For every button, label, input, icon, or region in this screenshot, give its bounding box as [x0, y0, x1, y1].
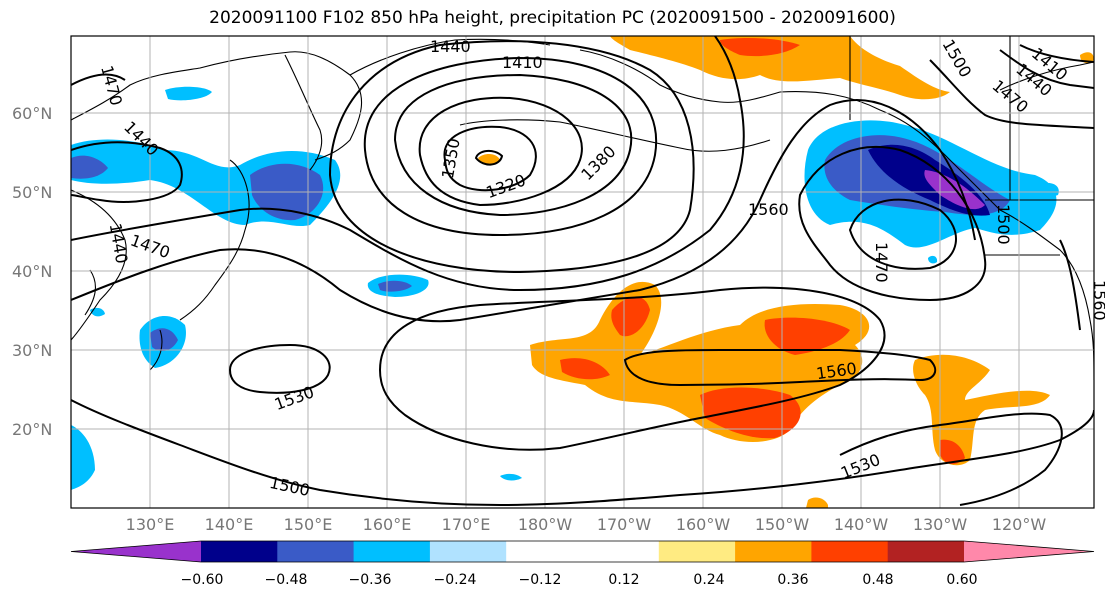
- height-contours: [71, 36, 1094, 507]
- lon-label: 160°W: [675, 515, 731, 534]
- contour-label: 1440: [430, 37, 471, 56]
- colorbar-swatch: [506, 541, 583, 562]
- contour-label: 1500: [994, 204, 1013, 245]
- contour-1320: [443, 125, 537, 192]
- lon-label: 120°W: [991, 515, 1047, 534]
- map-frame: [70, 35, 1095, 509]
- contour-1380: [393, 73, 633, 217]
- contour-label: 1410: [502, 53, 543, 72]
- contour-1500-a: [71, 99, 976, 323]
- contour-1560-a: [798, 146, 987, 302]
- colorbar-swatch: [277, 541, 355, 562]
- colorbar: [70, 540, 1095, 563]
- colorbar-swatch: [201, 541, 278, 562]
- contour-label: 1470: [872, 242, 891, 283]
- colorbar-extend-min: [71, 541, 201, 562]
- lat-label-20n: 20°N: [12, 420, 53, 439]
- lon-label: 170°W: [596, 515, 652, 534]
- colorbar-label: 0.36: [777, 572, 809, 588]
- contour-1410: [363, 56, 658, 237]
- colorbar-swatch: [429, 541, 507, 562]
- precip-negative-areas: [71, 86, 1059, 490]
- lon-label: 140°W: [833, 515, 889, 534]
- contour-1530-b: [839, 412, 1063, 506]
- contour-label: 1560: [748, 200, 789, 219]
- lon-label: 140°E: [204, 515, 254, 534]
- contour-1470-b: [71, 73, 126, 86]
- lon-label: 150°E: [283, 515, 333, 534]
- lon-label: 130°W: [912, 515, 968, 534]
- colorbar-outline: [70, 540, 1095, 563]
- colorbar-swatch: [353, 541, 431, 562]
- contour-1560-b: [378, 286, 886, 451]
- lon-label: 160°E: [362, 515, 412, 534]
- lon-label: 170°E: [441, 515, 491, 534]
- contour-1470-d: [929, 59, 1094, 129]
- precip-positive-areas: [478, 36, 1094, 508]
- colorbar-label: −0.12: [518, 572, 562, 588]
- contour-1470-a: [71, 36, 745, 292]
- colorbar-label: 0.12: [608, 572, 640, 588]
- contour-1560-c: [623, 348, 937, 387]
- contour-1410-b: [1019, 44, 1094, 63]
- lat-label-40n: 40°N: [12, 262, 53, 281]
- contour-low-center: [474, 150, 504, 166]
- colorbar-label: 0.48: [862, 572, 894, 588]
- colorbar-label: −0.48: [264, 572, 308, 588]
- colorbar-label: 0.60: [946, 572, 978, 588]
- graticule: [71, 36, 1094, 508]
- contour-1440-a: [328, 40, 695, 274]
- contour-1500-b: [71, 399, 1094, 507]
- coastlines: [71, 36, 1094, 381]
- contour-1470-c: [848, 198, 957, 270]
- contour-1350: [418, 96, 583, 207]
- colorbar-swatch: [735, 541, 812, 562]
- colorbar-label: −0.24: [433, 572, 477, 588]
- lon-label: 130°E: [125, 515, 175, 534]
- lat-label-50n: 50°N: [12, 183, 53, 202]
- contour-1560-d: [1059, 239, 1081, 331]
- precip-area-north: [610, 36, 950, 100]
- chart-title: 2020091100 F102 850 hPa height, precipit…: [209, 8, 896, 28]
- colorbar-swatch: [582, 541, 660, 562]
- colorbar-label: −0.60: [180, 572, 224, 588]
- colorbar-swatch: [811, 541, 889, 562]
- colorbar-swatch: [887, 541, 965, 562]
- contour-1440-c: [999, 49, 1094, 89]
- lon-label: 180°W: [517, 515, 573, 534]
- colorbar-label: 0.24: [693, 572, 725, 588]
- colorbar-label: −0.36: [348, 572, 392, 588]
- contour-label: 1560: [1090, 280, 1105, 321]
- contour-1440-b: [71, 141, 183, 203]
- lat-label-30n: 30°N: [12, 341, 53, 360]
- lon-label: 150°W: [754, 515, 810, 534]
- colorbar-swatch: [658, 541, 736, 562]
- colorbar-extend-max: [964, 541, 1094, 562]
- lat-label-60n: 60°N: [12, 104, 53, 123]
- contour-1530: [228, 343, 331, 394]
